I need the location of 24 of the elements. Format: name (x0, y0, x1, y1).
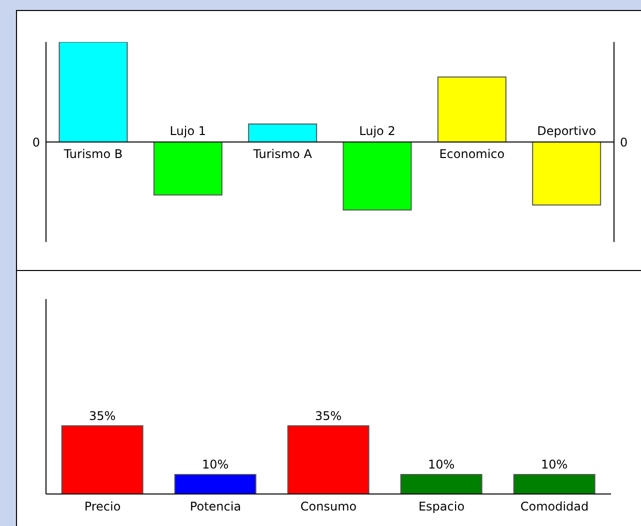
data-label: 10% (202, 458, 229, 472)
data-label: 35% (88, 408, 116, 423)
x-tick-label: Potencia (190, 500, 242, 514)
x-tick-label: Economico (439, 147, 505, 161)
text: 0 (620, 135, 628, 150)
x-tick-label: Precio (84, 500, 121, 514)
x-tick-label: Turismo B (62, 147, 123, 161)
bar (532, 142, 602, 206)
x-tick-label: Comodidad (520, 500, 589, 514)
bar (153, 142, 222, 196)
bar (342, 142, 412, 210)
data-label: 35% (314, 408, 342, 423)
x-tick-label: Lujo 2 (359, 124, 396, 138)
x-tick-label: Espacio (418, 500, 465, 514)
bar (248, 124, 318, 142)
data-label: 10% (540, 458, 568, 472)
x-tick-label: Deportivo (537, 124, 596, 138)
data-label: 10% (428, 458, 455, 472)
text: 0 (32, 135, 40, 150)
x-tick-label: Turismo A (252, 147, 313, 161)
bar (58, 42, 128, 142)
x-tick-label: Lujo 1 (170, 124, 206, 138)
bar (437, 76, 506, 142)
x-tick-label: Consumo (300, 500, 357, 514)
